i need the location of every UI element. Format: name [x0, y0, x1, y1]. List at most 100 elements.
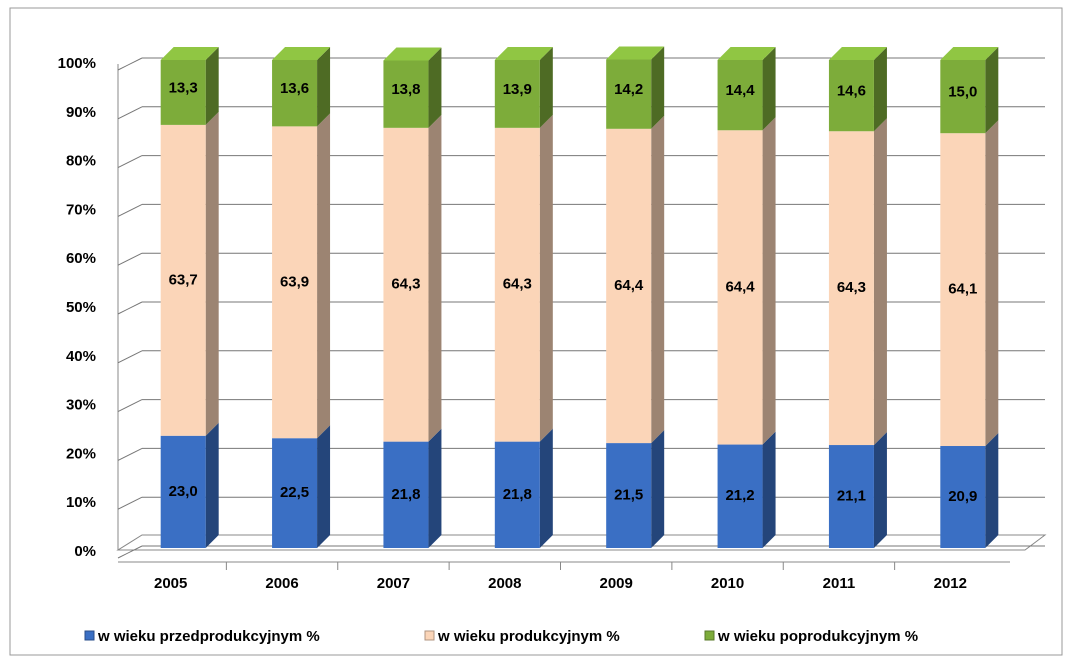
bar — [940, 133, 986, 447]
grid-wall-line — [117, 301, 143, 315]
value-label: 64,3 — [503, 276, 532, 293]
bar — [494, 127, 540, 442]
value-label: 13,9 — [503, 81, 532, 98]
bar-side — [539, 428, 553, 548]
bar — [717, 60, 763, 131]
bar — [940, 446, 986, 548]
bar — [494, 441, 540, 548]
value-label: 13,6 — [280, 80, 309, 97]
bar-side — [428, 47, 442, 128]
grid-wall-line — [117, 399, 143, 413]
bar — [828, 131, 874, 446]
bar — [717, 444, 763, 548]
bar — [606, 128, 652, 444]
bar-side — [317, 113, 331, 439]
bar — [272, 126, 318, 439]
bar-top — [160, 47, 219, 60]
x-tick-label: 2009 — [600, 575, 633, 592]
bar — [272, 438, 318, 548]
bar — [160, 60, 206, 125]
x-tick-label: 2012 — [934, 575, 967, 592]
bar — [383, 127, 429, 442]
bar-side — [985, 433, 999, 548]
y-tick-label: 30% — [66, 397, 96, 414]
bar — [940, 60, 986, 134]
bar-side — [762, 117, 776, 445]
bar-side — [762, 431, 776, 548]
value-label: 14,2 — [614, 81, 643, 98]
x-tick-label: 2007 — [377, 575, 410, 592]
y-tick-label: 40% — [66, 348, 96, 365]
bar-top — [828, 47, 887, 60]
bar — [606, 59, 652, 129]
grid-wall-line — [117, 106, 143, 120]
value-label: 21,8 — [503, 486, 532, 503]
bar-top — [383, 47, 442, 61]
bar-side — [651, 46, 665, 129]
value-label: 14,6 — [837, 83, 866, 100]
legend-label: w wieku przedprodukcyjnym % — [97, 628, 320, 645]
y-tick-label: 20% — [66, 445, 96, 462]
bar-side — [762, 47, 776, 131]
grid-wall-line — [117, 447, 143, 461]
value-label: 64,3 — [391, 276, 420, 293]
y-tick-label: 80% — [66, 153, 96, 170]
grid-wall-line — [117, 203, 143, 217]
value-label: 14,4 — [725, 82, 755, 99]
bar-side — [651, 430, 665, 548]
floor — [116, 534, 1047, 551]
value-label: 15,0 — [948, 84, 977, 101]
bar — [383, 60, 429, 128]
bar-top — [717, 47, 776, 60]
value-label: 21,5 — [614, 487, 643, 504]
value-label: 21,8 — [391, 486, 420, 503]
value-label: 21,1 — [837, 487, 866, 504]
bar-side — [428, 428, 442, 548]
value-label: 13,3 — [169, 79, 198, 96]
bar-side — [985, 120, 999, 447]
bar-side — [205, 111, 219, 436]
value-label: 22,5 — [280, 484, 309, 501]
y-tick-label: 0% — [74, 543, 96, 560]
bar-side — [873, 118, 887, 446]
x-tick-label: 2006 — [265, 575, 298, 592]
bar-side — [317, 47, 331, 127]
value-label: 63,9 — [280, 273, 309, 290]
value-label: 64,1 — [948, 281, 977, 298]
bar-top — [940, 47, 999, 60]
x-tick-label: 2008 — [488, 575, 521, 592]
legend-label: w wieku produkcyjnym % — [437, 628, 620, 645]
value-label: 20,9 — [948, 488, 977, 505]
bar-top — [606, 46, 665, 60]
bar — [160, 124, 206, 436]
y-tick-label: 90% — [66, 104, 96, 121]
bar-side — [985, 47, 999, 134]
grid-wall-line — [117, 252, 143, 266]
bar — [717, 130, 763, 445]
y-tick-label: 100% — [58, 55, 96, 72]
bar-side — [317, 425, 331, 548]
bar — [828, 60, 874, 132]
bar-side — [205, 422, 219, 548]
value-label: 64,4 — [614, 277, 644, 294]
legend-swatch — [704, 630, 715, 641]
x-tick-label: 2010 — [711, 575, 744, 592]
bar-side — [428, 114, 442, 442]
legend-label: w wieku poprodukcyjnym % — [717, 628, 918, 645]
value-label: 64,4 — [725, 278, 755, 295]
bar-top — [494, 47, 553, 60]
grid-wall-line — [117, 496, 143, 510]
value-label: 63,7 — [169, 271, 198, 288]
value-label: 64,3 — [837, 279, 866, 296]
y-tick-label: 70% — [66, 201, 96, 218]
x-tick-label: 2005 — [154, 575, 187, 592]
bar-side — [539, 47, 553, 128]
bar — [828, 445, 874, 548]
grid-wall-line — [117, 155, 143, 169]
bar — [606, 443, 652, 548]
bar — [272, 60, 318, 127]
grid-wall-line — [117, 545, 143, 559]
legend-swatch — [84, 630, 95, 641]
grid-wall-line — [117, 57, 143, 71]
